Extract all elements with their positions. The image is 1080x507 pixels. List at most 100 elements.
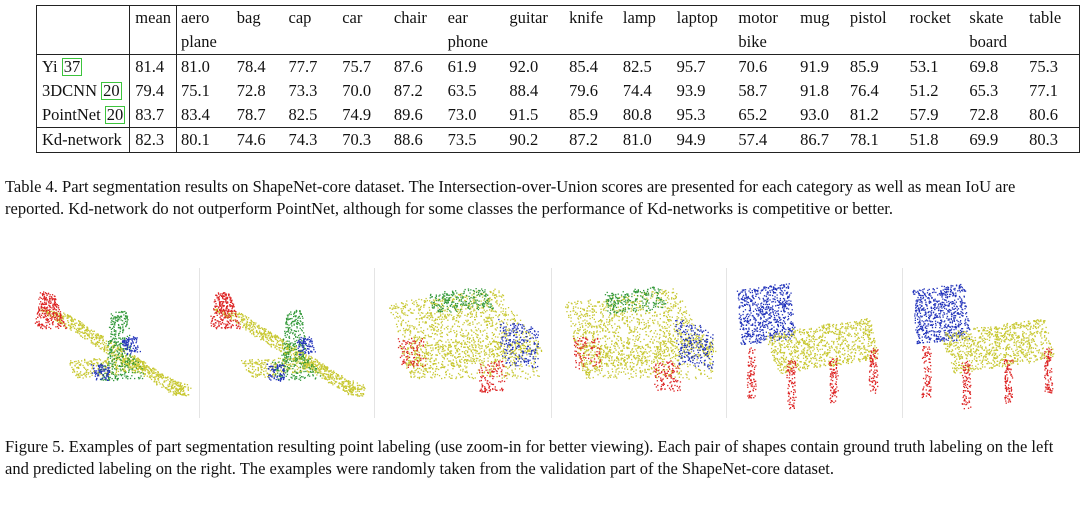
- category-iou-cell: 81.0: [622, 130, 652, 149]
- table-header-row: mean aero plane bag cap car chair ear phone…: [36, 5, 1080, 55]
- panel-chair-ground-truth: [729, 268, 903, 418]
- mean-iou-cell: 82.3: [129, 127, 178, 153]
- category-iou-cell: 93.9: [676, 81, 706, 100]
- column-header-line2: phone: [447, 32, 488, 51]
- figure-caption: Figure 5. Examples of part segmentation …: [5, 437, 1054, 478]
- category-iou-cell: 80.1: [181, 130, 210, 149]
- panel-car-predicted: [553, 268, 727, 418]
- category-iou-cell: 57.9: [909, 105, 939, 124]
- column-header-line2: [135, 30, 171, 54]
- hood-points: [498, 318, 539, 369]
- category-iou-cell: 73.0: [447, 105, 477, 124]
- category-iou-cell: 69.9: [969, 130, 999, 149]
- column-header: lamp: [619, 6, 673, 55]
- backrest-points: [912, 283, 971, 345]
- row-method-name: Yi 37: [36, 54, 131, 79]
- column-header: mean: [129, 5, 178, 55]
- table-row: PointNet 20 83.7 83.4 78.7 82.5 74.9 89.6 73.0 9…: [36, 103, 1080, 128]
- category-iou-cell: 70.3: [342, 130, 372, 149]
- category-iou-cell: 93.0: [800, 105, 830, 124]
- category-iou-cell: 81.0: [181, 57, 210, 76]
- leg-points: [868, 348, 879, 394]
- column-header-line2: [910, 30, 966, 54]
- column-header: skate board: [965, 6, 1025, 55]
- category-iou-cell: 73.3: [288, 81, 318, 100]
- column-header: aero plane: [177, 6, 233, 55]
- category-iou-cell: 87.2: [569, 130, 599, 149]
- column-header-line1: mug: [800, 8, 830, 27]
- category-iou-cell: 65.3: [969, 81, 999, 100]
- category-iou-cell: 78.1: [849, 130, 879, 149]
- column-header-line1: aero: [181, 8, 210, 27]
- engine-points: [266, 363, 285, 382]
- mean-iou-cell: 81.4: [129, 54, 178, 79]
- column-header-line1: car: [342, 8, 363, 27]
- leg-points: [1003, 359, 1014, 404]
- column-header-line1: lamp: [622, 8, 656, 27]
- seat-points: [766, 318, 879, 374]
- category-iou-cell: 88.6: [393, 130, 423, 149]
- leg-points: [961, 360, 972, 410]
- column-header-line2: [237, 30, 285, 54]
- category-iou-cell: 61.9: [447, 57, 477, 76]
- column-header-line1: rocket: [909, 8, 951, 27]
- wheel-points: [397, 337, 427, 368]
- column-header-line1: bag: [236, 8, 261, 27]
- column-header-line2: [509, 30, 565, 54]
- citation-link[interactable]: 37: [61, 57, 83, 76]
- nose-points: [347, 380, 366, 397]
- wheel-points: [573, 337, 601, 370]
- column-header-line1: laptop: [676, 8, 718, 27]
- figure-point-cloud-strip: [26, 268, 1074, 418]
- category-iou-cell: 81.2: [849, 105, 879, 124]
- column-header-line2: board: [969, 32, 1007, 51]
- citation-link[interactable]: 20: [104, 105, 126, 124]
- category-iou-cell: 51.8: [909, 130, 939, 149]
- row-method-name: 3DCNN 20: [36, 79, 131, 103]
- category-iou-cell: 74.6: [236, 130, 266, 149]
- category-iou-cell: 78.4: [236, 57, 266, 76]
- body-points: [580, 339, 715, 380]
- roof-points: [604, 286, 667, 315]
- category-iou-cell: 57.4: [738, 130, 768, 149]
- tail-points: [34, 291, 68, 330]
- column-header-line2: [1029, 30, 1079, 54]
- method-name: Yi: [42, 57, 58, 76]
- leg-points: [921, 346, 932, 399]
- wing-points: [107, 310, 132, 361]
- citation-link[interactable]: 20: [101, 81, 122, 100]
- category-iou-cell: 83.4: [181, 105, 210, 124]
- wing-points: [281, 309, 307, 361]
- column-header-line1: motor: [738, 8, 778, 27]
- column-header-line1: guitar: [509, 8, 548, 27]
- category-iou-cell: 95.7: [676, 57, 706, 76]
- category-iou-cell: 77.7: [288, 57, 318, 76]
- category-iou-cell: 70.6: [738, 57, 768, 76]
- column-header: mug: [796, 6, 846, 55]
- category-iou-cell: 69.8: [969, 57, 999, 76]
- mean-iou-cell: 79.4: [129, 79, 178, 103]
- column-header: rocket: [906, 6, 966, 55]
- category-iou-cell: 73.5: [447, 130, 477, 149]
- category-iou-cell: 82.5: [288, 105, 318, 124]
- category-iou-cell: 75.7: [342, 57, 372, 76]
- tail-points: [210, 292, 241, 330]
- category-iou-cell: 75.3: [1029, 57, 1059, 76]
- mean-iou-cell: 83.7: [129, 103, 178, 128]
- seat-points: [941, 319, 1055, 374]
- category-iou-cell: 94.9: [676, 130, 706, 149]
- backrest-points: [736, 283, 796, 345]
- table-row: Kd-network 82.3 80.1 74.6 74.3 70.3 88.6 73.5 90…: [36, 127, 1080, 153]
- category-iou-cell: 74.4: [622, 81, 652, 100]
- category-iou-cell: 86.7: [800, 130, 830, 149]
- engine-points: [90, 363, 111, 381]
- column-header-line2: [800, 30, 846, 54]
- category-iou-cell: 63.5: [447, 81, 477, 100]
- nose-points: [172, 380, 192, 397]
- panel-car-ground-truth: [378, 268, 552, 418]
- column-header: chair: [390, 6, 444, 55]
- column-header-line1: knife: [569, 8, 604, 27]
- engine-points: [121, 336, 141, 355]
- column-header: guitar: [505, 6, 565, 55]
- column-header-line2: bike: [738, 32, 767, 51]
